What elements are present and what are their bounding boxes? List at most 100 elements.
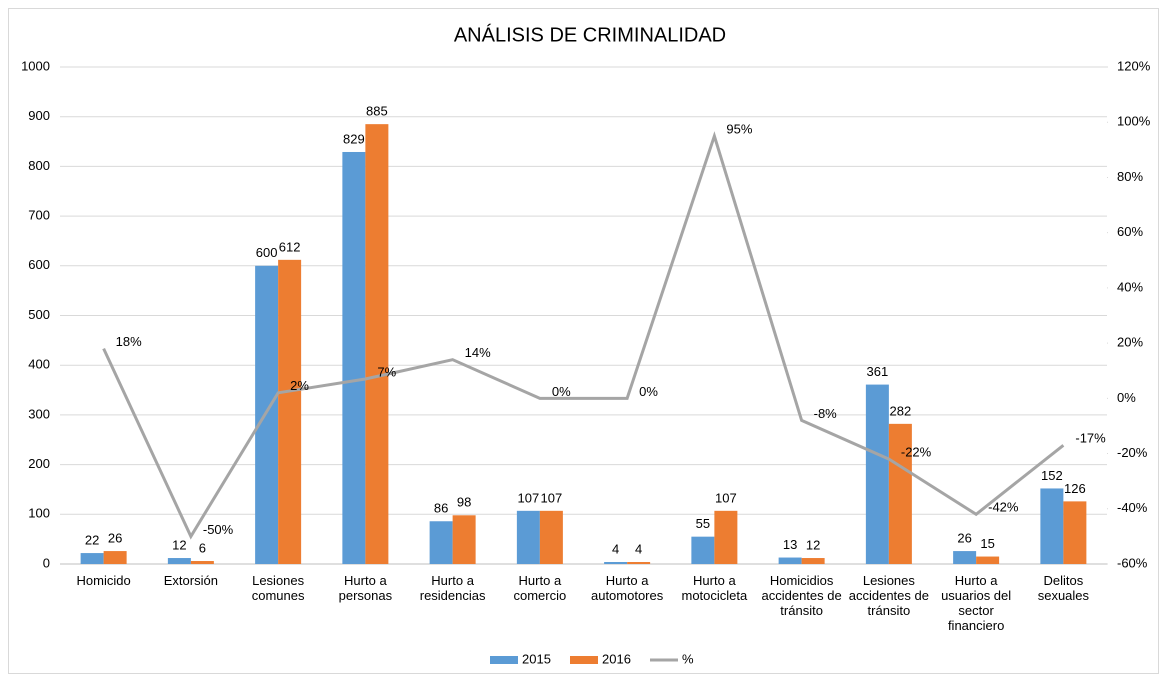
line-value-label: 0% xyxy=(552,384,571,399)
y-tick-label: 800 xyxy=(28,158,50,173)
bar xyxy=(888,423,912,564)
y2-tick-label: 40% xyxy=(1117,279,1143,294)
bar-value-label: 4 xyxy=(635,541,642,556)
line-value-label: 95% xyxy=(726,121,752,136)
y2-tick-label: 0% xyxy=(1117,390,1136,405)
bar xyxy=(604,562,628,564)
bar-value-label: 15 xyxy=(980,536,994,551)
legend-label: 2016 xyxy=(602,651,631,666)
x-tick-label: Extorsión xyxy=(163,573,218,588)
bar xyxy=(865,384,889,564)
line-value-label: 2% xyxy=(290,378,309,393)
line-value-label: 14% xyxy=(465,345,491,360)
y2-tick-label: -60% xyxy=(1117,555,1148,570)
bar-value-label: 13 xyxy=(783,537,797,552)
x-tick-label: Homicido xyxy=(76,573,131,588)
legend-swatch xyxy=(570,656,598,664)
bar-value-label: 86 xyxy=(434,501,448,516)
bar-value-label: 26 xyxy=(957,531,971,546)
bar-value-label: 612 xyxy=(279,239,301,254)
bar xyxy=(627,562,651,564)
x-tick-label: Hurto a automotores xyxy=(590,573,664,603)
bar xyxy=(452,515,476,564)
bar xyxy=(255,265,279,564)
y-tick-label: 200 xyxy=(28,456,50,471)
bar-value-label: 12 xyxy=(806,537,820,552)
bar xyxy=(103,551,127,564)
line-value-label: -50% xyxy=(203,522,234,537)
bar xyxy=(342,151,366,564)
x-tick-label: Homicidios accidentes de tránsito xyxy=(761,573,842,618)
bar-value-label: 282 xyxy=(890,403,912,418)
y-tick-label: 700 xyxy=(28,208,50,223)
bar xyxy=(80,553,104,564)
bar-value-label: 98 xyxy=(457,495,471,510)
bar-value-label: 22 xyxy=(85,533,99,548)
bar-value-label: 4 xyxy=(612,541,619,556)
x-tick-label: Lesiones comunes xyxy=(251,573,305,603)
bar-value-label: 107 xyxy=(541,490,563,505)
x-tick-label: Hurto a usuarios del sector financiero xyxy=(941,573,1012,633)
bar xyxy=(516,510,540,564)
legend-label: 2015 xyxy=(522,651,551,666)
y-tick-label: 0 xyxy=(43,555,50,570)
bar-value-label: 885 xyxy=(366,104,388,119)
bar-value-label: 829 xyxy=(343,131,365,146)
bar xyxy=(278,259,302,564)
bar-value-label: 26 xyxy=(108,531,122,546)
y-tick-label: 400 xyxy=(28,357,50,372)
bar-value-label: 55 xyxy=(696,516,710,531)
line-value-label: -22% xyxy=(901,445,932,460)
x-tick-label: Hurto a comercio xyxy=(513,573,567,603)
bar-value-label: 126 xyxy=(1064,481,1086,496)
y-tick-label: 100 xyxy=(28,506,50,521)
line-value-label: 7% xyxy=(377,364,396,379)
bar xyxy=(190,561,214,564)
line-value-label: -42% xyxy=(988,500,1019,515)
line-series xyxy=(102,131,1065,540)
line-value-label: -17% xyxy=(1075,431,1106,446)
legend-label: % xyxy=(682,651,694,666)
bar-value-label: 152 xyxy=(1041,468,1063,483)
bar xyxy=(365,124,389,564)
y-tick-label: 900 xyxy=(28,108,50,123)
bar xyxy=(1063,501,1087,564)
chart-border xyxy=(8,8,1159,674)
line-value-label: -8% xyxy=(814,406,838,421)
x-tick-label: Lesiones accidentes de tránsito xyxy=(848,573,929,618)
bar xyxy=(801,558,825,564)
bar xyxy=(953,551,977,564)
chart-title: ANÁLISIS DE CRIMINALIDAD xyxy=(454,23,726,46)
y-tick-label: 1000 xyxy=(21,58,50,73)
x-tick-label: Hurto a motocicleta xyxy=(681,573,748,603)
y2-tick-label: -20% xyxy=(1117,445,1148,460)
bar-value-label: 107 xyxy=(715,490,737,505)
y-tick-label: 600 xyxy=(28,257,50,272)
bar-value-label: 12 xyxy=(172,537,186,552)
bar xyxy=(429,521,453,564)
y-tick-label: 300 xyxy=(28,406,50,421)
y-tick-label: 500 xyxy=(28,307,50,322)
y2-tick-label: 60% xyxy=(1117,224,1143,239)
bar xyxy=(691,536,715,564)
bar xyxy=(778,557,802,564)
x-tick-label: Hurto a residencias xyxy=(419,573,486,603)
bar xyxy=(714,510,738,564)
bar xyxy=(1040,488,1064,564)
bar xyxy=(976,556,1000,564)
bar xyxy=(167,558,191,564)
line-value-label: 18% xyxy=(116,334,142,349)
y2-tick-label: 20% xyxy=(1117,335,1143,350)
y2-tick-label: 80% xyxy=(1117,169,1143,184)
bar-value-label: 6 xyxy=(199,540,206,555)
line-value-label: 0% xyxy=(639,384,658,399)
y2-tick-label: 100% xyxy=(1117,114,1151,129)
bar-value-label: 107 xyxy=(518,490,540,505)
bar-value-label: 600 xyxy=(256,245,278,260)
x-tick-label: Delitos sexuales xyxy=(1037,573,1090,603)
y2-tick-label: -40% xyxy=(1117,500,1148,515)
bar xyxy=(539,510,563,564)
bar-value-label: 361 xyxy=(867,364,889,379)
